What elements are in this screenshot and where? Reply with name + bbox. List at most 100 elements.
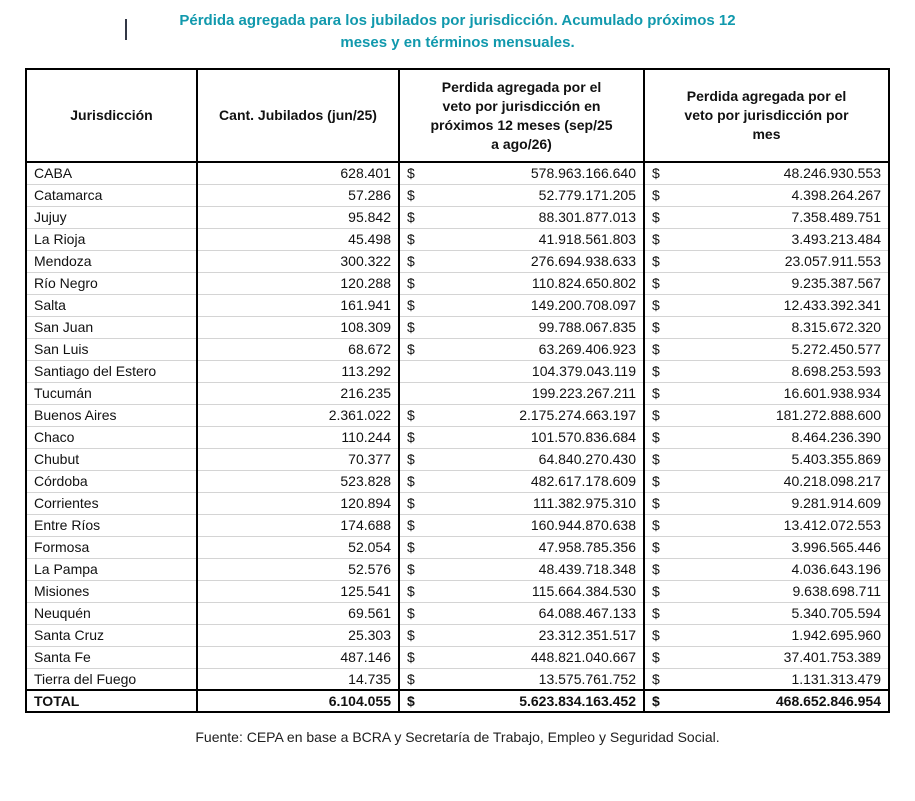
- currency-symbol: $: [407, 187, 415, 203]
- cell-veto-12m: $ 110.824.650.802: [398, 271, 644, 294]
- table-row: Santa Fe 487.146 $ 448.821.040.667 $ 37.…: [26, 645, 889, 668]
- cell-veto-12m: $ 23.312.351.517: [398, 623, 644, 646]
- veto-mes-value: 16.601.938.934: [783, 385, 881, 401]
- currency-symbol: $: [652, 561, 660, 577]
- veto-12m-value: 41.918.561.803: [538, 231, 636, 247]
- veto-12m-value: 110.824.650.802: [531, 275, 636, 291]
- currency-symbol: $: [407, 583, 415, 599]
- table-row: Santa Cruz 25.303 $ 23.312.351.517 $ 1.9…: [26, 623, 889, 646]
- cell-jubilados: 487.146: [196, 645, 399, 668]
- cell-jubilados: 6.104.055: [196, 689, 399, 712]
- cell-veto-12m: $ 482.617.178.609: [398, 469, 644, 492]
- header-jubilados: Cant. Jubilados (jun/25): [196, 69, 399, 163]
- cell-veto-12m: $ 52.779.171.205: [398, 183, 644, 206]
- cell-jurisdiccion: San Luis: [26, 337, 197, 360]
- cell-jubilados: 161.941: [196, 293, 399, 316]
- cell-jubilados: 69.561: [196, 601, 399, 624]
- cell-jubilados: 70.377: [196, 447, 399, 470]
- cell-veto-mes: $ 9.281.914.609: [643, 491, 889, 514]
- currency-symbol: $: [407, 473, 415, 489]
- cell-veto-mes: $ 37.401.753.389: [643, 645, 889, 668]
- cell-jubilados: 14.735: [196, 667, 399, 690]
- source-note: Fuente: CEPA en base a BCRA y Secretaría…: [195, 729, 720, 745]
- cell-veto-mes: $ 16.601.938.934: [643, 381, 889, 404]
- cell-jurisdiccion: La Pampa: [26, 557, 197, 580]
- currency-symbol: $: [407, 231, 415, 247]
- currency-symbol: $: [407, 165, 415, 182]
- total-veto-12m-value: 5.623.834.163.452: [519, 693, 636, 709]
- cell-jubilados: 45.498: [196, 227, 399, 250]
- veto-12m-value: 13.575.761.752: [538, 670, 636, 687]
- header-row: Jurisdicción Cant. Jubilados (jun/25) Pe…: [26, 69, 889, 163]
- cell-jurisdiccion: Chaco: [26, 425, 197, 448]
- currency-symbol: $: [407, 297, 415, 313]
- table-row: Chaco 110.244 $ 101.570.836.684 $ 8.464.…: [26, 425, 889, 448]
- table-row: Jujuy 95.842 $ 88.301.877.013 $ 7.358.48…: [26, 205, 889, 228]
- cell-veto-12m: $ 47.958.785.356: [398, 535, 644, 558]
- veto-12m-value: 115.664.384.530: [531, 583, 636, 599]
- cell-jurisdiccion: Misiones: [26, 579, 197, 602]
- currency-symbol: $: [407, 539, 415, 555]
- currency-symbol: $: [652, 670, 660, 687]
- cell-jubilados: 108.309: [196, 315, 399, 338]
- veto-mes-value: 48.246.930.553: [783, 165, 881, 182]
- currency-symbol: $: [407, 209, 415, 225]
- currency-symbol: $: [652, 473, 660, 489]
- table-row: Chubut 70.377 $ 64.840.270.430 $ 5.403.3…: [26, 447, 889, 470]
- veto-mes-value: 5.272.450.577: [791, 341, 881, 357]
- table-row: Córdoba 523.828 $ 482.617.178.609 $ 40.2…: [26, 469, 889, 492]
- veto-12m-value: 160.944.870.638: [530, 517, 636, 533]
- veto-12m-value: 52.779.171.205: [538, 187, 636, 203]
- currency-symbol: $: [652, 495, 660, 511]
- cell-jurisdiccion: TOTAL: [26, 689, 197, 712]
- cell-veto-12m: $ 276.694.938.633: [398, 249, 644, 272]
- currency-symbol: $: [652, 451, 660, 467]
- cell-veto-12m: $ 41.918.561.803: [398, 227, 644, 250]
- currency-symbol: $: [652, 341, 660, 357]
- veto-mes-value: 40.218.098.217: [783, 473, 881, 489]
- cell-jubilados: 523.828: [196, 469, 399, 492]
- currency-symbol: $: [652, 231, 660, 247]
- veto-12m-value: 482.617.178.609: [530, 473, 636, 489]
- veto-12m-value: 88.301.877.013: [538, 209, 636, 225]
- table-row: San Luis 68.672 $ 63.269.406.923 $ 5.272…: [26, 337, 889, 360]
- veto-mes-value: 13.412.072.553: [783, 517, 881, 533]
- currency-symbol: $: [407, 670, 415, 687]
- veto-12m-value: 111.382.975.310: [532, 495, 636, 511]
- veto-mes-value: 8.464.236.390: [791, 429, 881, 445]
- currency-symbol: $: [407, 495, 415, 511]
- cell-veto-12m: 104.379.043.119: [398, 359, 644, 382]
- cell-veto-12m: $ 160.944.870.638: [398, 513, 644, 536]
- veto-mes-value: 181.272.888.600: [775, 407, 881, 423]
- currency-symbol: $: [652, 605, 660, 621]
- cell-veto-mes: $ 4.036.643.196: [643, 557, 889, 580]
- cell-jubilados: 52.576: [196, 557, 399, 580]
- currency-symbol: $: [407, 341, 415, 357]
- cell-veto-mes: $ 5.340.705.594: [643, 601, 889, 624]
- cell-veto-12m: $ 111.382.975.310: [398, 491, 644, 514]
- cell-veto-mes: $ 23.057.911.553: [643, 249, 889, 272]
- table-row: Catamarca 57.286 $ 52.779.171.205 $ 4.39…: [26, 183, 889, 206]
- cell-jurisdiccion: Córdoba: [26, 469, 197, 492]
- currency-symbol: $: [407, 627, 415, 643]
- veto-12m-value: 448.821.040.667: [530, 649, 636, 665]
- cell-veto-mes: $ 8.698.253.593: [643, 359, 889, 382]
- veto-12m-value: 578.963.166.640: [530, 165, 636, 182]
- page-title: Pérdida agregada para los jubilados por …: [179, 12, 736, 51]
- currency-symbol: $: [652, 297, 660, 313]
- cell-jurisdiccion: Catamarca: [26, 183, 197, 206]
- cell-jurisdiccion: Río Negro: [26, 271, 197, 294]
- veto-12m-value: 47.958.785.356: [538, 539, 636, 555]
- cell-veto-mes: $ 3.493.213.484: [643, 227, 889, 250]
- currency-symbol: $: [407, 275, 415, 291]
- cell-veto-mes: $ 8.464.236.390: [643, 425, 889, 448]
- cell-veto-mes: $ 5.272.450.577: [643, 337, 889, 360]
- currency-symbol: $: [652, 385, 660, 401]
- table-row: Buenos Aires 2.361.022 $ 2.175.274.663.1…: [26, 403, 889, 426]
- table-row: La Pampa 52.576 $ 48.439.718.348 $ 4.036…: [26, 557, 889, 580]
- cell-veto-12m: $ 63.269.406.923: [398, 337, 644, 360]
- veto-12m-value: 23.312.351.517: [538, 627, 636, 643]
- cell-jurisdiccion: La Rioja: [26, 227, 197, 250]
- table-row: Neuquén 69.561 $ 64.088.467.133 $ 5.340.…: [26, 601, 889, 624]
- cell-jurisdiccion: Tierra del Fuego: [26, 667, 197, 690]
